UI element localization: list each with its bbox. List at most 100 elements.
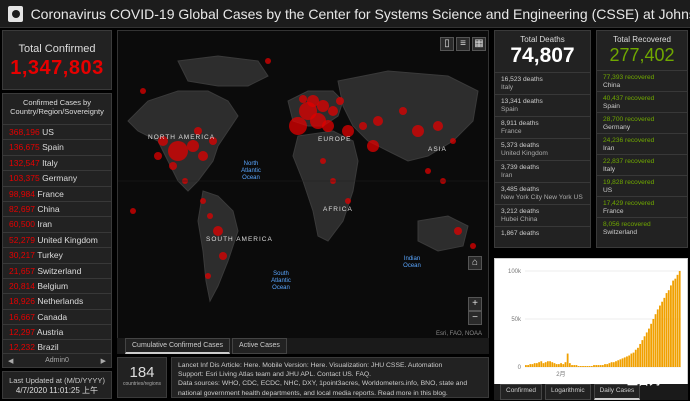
daily-case-bar[interactable] — [637, 347, 639, 367]
daily-case-bar[interactable] — [588, 366, 591, 367]
prev-page-icon[interactable]: ◀ — [8, 357, 14, 365]
recovered-list-item[interactable]: 19,828 recovered US — [597, 175, 687, 196]
daily-case-bar[interactable] — [568, 363, 571, 367]
country-list-item[interactable]: 12,297 Austria — [3, 324, 111, 339]
daily-case-bar[interactable] — [676, 274, 679, 367]
tab-chart-logarithmic[interactable]: Logarithmic — [544, 384, 591, 400]
daily-case-bar[interactable] — [549, 361, 551, 367]
daily-case-bar[interactable] — [645, 332, 648, 367]
tab-chart-confirmed[interactable]: Confirmed — [500, 384, 542, 400]
deaths-list[interactable]: 16,523 deaths Italy 13,341 deaths Spain 8,91… — [495, 72, 590, 248]
daily-case-bar[interactable] — [604, 364, 606, 367]
daily-case-bar[interactable] — [584, 366, 587, 367]
daily-case-bar[interactable] — [601, 365, 604, 367]
daily-case-bar[interactable] — [610, 362, 613, 367]
recovered-list[interactable]: 77,393 recovered China 40,437 recovered Spa… — [597, 70, 687, 238]
next-page-icon[interactable]: ▶ — [100, 357, 106, 365]
daily-case-bar[interactable] — [608, 363, 611, 367]
daily-case-bar[interactable] — [650, 323, 653, 367]
daily-case-bar[interactable] — [551, 362, 554, 367]
daily-case-bar[interactable] — [628, 355, 631, 367]
deaths-list-item[interactable]: 5,373 deaths United Kingdom — [495, 138, 590, 160]
daily-case-bar[interactable] — [599, 365, 602, 367]
daily-case-bar[interactable] — [575, 365, 578, 367]
daily-case-bar[interactable] — [670, 285, 672, 367]
country-list-item[interactable]: 20,814 Belgium — [3, 277, 111, 293]
daily-cases-chart[interactable]: 100k 50k 0 2月 — [494, 258, 688, 386]
daily-case-bar[interactable] — [672, 280, 675, 367]
daily-case-bar[interactable] — [582, 366, 584, 367]
daily-case-bar[interactable] — [659, 305, 661, 367]
zoom-out-button[interactable]: − — [468, 311, 482, 325]
daily-case-bar[interactable] — [560, 363, 562, 367]
deaths-list-item[interactable]: 3,485 deaths New York City New York US — [495, 182, 590, 204]
daily-case-bar[interactable] — [606, 364, 609, 367]
world-map[interactable]: NORTH AMERICA EUROPE ASIA AFRICA SOUTH A… — [117, 30, 489, 340]
country-list-item[interactable]: 12,232 Brazil — [3, 339, 111, 354]
daily-case-bar[interactable] — [564, 362, 567, 367]
zoom-in-button[interactable]: + — [468, 297, 482, 311]
country-list-item[interactable]: 136,675 Spain — [3, 139, 111, 154]
daily-case-bar[interactable] — [632, 352, 635, 367]
daily-case-bar[interactable] — [538, 362, 540, 367]
daily-case-bar[interactable] — [533, 363, 536, 367]
daily-case-bar[interactable] — [593, 365, 595, 367]
daily-case-bar[interactable] — [663, 297, 666, 367]
daily-case-bar[interactable] — [597, 365, 600, 367]
country-list-item[interactable]: 30,217 Turkey — [3, 247, 111, 262]
deaths-list-item[interactable]: 3,212 deaths Hubei China — [495, 204, 590, 226]
daily-case-bar[interactable] — [652, 319, 655, 367]
country-list-item[interactable]: 82,697 China — [3, 200, 111, 216]
info-line-1[interactable]: Lancet Inf Dis Article: Here. Mobile Ver… — [178, 362, 443, 369]
daily-case-bar[interactable] — [529, 364, 532, 367]
daily-case-bar[interactable] — [535, 363, 538, 367]
country-list-item[interactable]: 16,667 Canada — [3, 308, 111, 324]
daily-case-bar[interactable] — [619, 359, 622, 367]
daily-case-bar[interactable] — [527, 365, 529, 367]
daily-case-bar[interactable] — [577, 366, 580, 367]
country-list-item[interactable]: 52,279 United Kingdom — [3, 231, 111, 247]
recovered-list-item[interactable]: 24,236 recovered Iran — [597, 133, 687, 154]
bookmark-icon[interactable]: ▯ — [440, 37, 454, 51]
tab-cumulative-confirmed[interactable]: Cumulative Confirmed Cases — [125, 338, 231, 354]
info-line-4[interactable]: national government health departments, … — [178, 389, 448, 397]
daily-case-bar[interactable] — [555, 364, 558, 367]
daily-case-bar[interactable] — [665, 293, 668, 367]
daily-case-bar[interactable] — [566, 353, 569, 367]
country-list-item[interactable]: 103,375 Germany — [3, 170, 111, 185]
country-list-item[interactable]: 21,657 Switzerland — [3, 262, 111, 278]
home-icon[interactable]: ⌂ — [468, 256, 482, 270]
daily-case-bar[interactable] — [623, 357, 626, 367]
daily-case-bar[interactable] — [546, 361, 549, 367]
daily-case-bar[interactable] — [626, 356, 628, 367]
daily-case-bar[interactable] — [674, 278, 677, 367]
list-icon[interactable]: ≡ — [456, 37, 470, 51]
country-list[interactable]: 368,196 US 136,675 Spain 132,547 Italy 103,… — [3, 124, 111, 355]
daily-case-bar[interactable] — [654, 314, 657, 367]
recovered-list-item[interactable]: 28,700 recovered Germany — [597, 112, 687, 133]
country-list-item[interactable]: 98,984 France — [3, 185, 111, 201]
daily-case-bar[interactable] — [579, 366, 582, 367]
daily-case-bar[interactable] — [648, 328, 650, 367]
deaths-list-item[interactable]: 8,911 deaths France — [495, 116, 590, 138]
daily-case-bar[interactable] — [634, 349, 637, 367]
deaths-list-item[interactable]: 3,739 deaths Iran — [495, 160, 590, 182]
daily-case-bar[interactable] — [617, 360, 620, 367]
daily-case-bar[interactable] — [621, 358, 624, 367]
case-bubbles[interactable] — [130, 58, 476, 279]
daily-case-bar[interactable] — [540, 361, 543, 367]
daily-case-bar[interactable] — [661, 301, 664, 367]
country-list-item[interactable]: 18,926 Netherlands — [3, 293, 111, 308]
recovered-list-item[interactable]: 77,393 recovered China — [597, 70, 687, 91]
daily-case-bar[interactable] — [525, 365, 527, 367]
recovered-list-item[interactable]: 40,437 recovered Spain — [597, 91, 687, 112]
country-list-item[interactable]: 368,196 US — [3, 124, 111, 139]
country-list-item[interactable]: 60,500 Iran — [3, 216, 111, 231]
deaths-list-item[interactable]: 1,867 deaths — [495, 226, 590, 248]
deaths-list-item[interactable]: 13,341 deaths Spain — [495, 94, 590, 116]
grid-icon[interactable]: ▦ — [472, 37, 486, 51]
daily-case-bar[interactable] — [667, 290, 670, 367]
daily-case-bar[interactable] — [615, 361, 617, 367]
country-list-item[interactable]: 132,547 Italy — [3, 154, 111, 170]
daily-case-bar[interactable] — [590, 366, 593, 367]
